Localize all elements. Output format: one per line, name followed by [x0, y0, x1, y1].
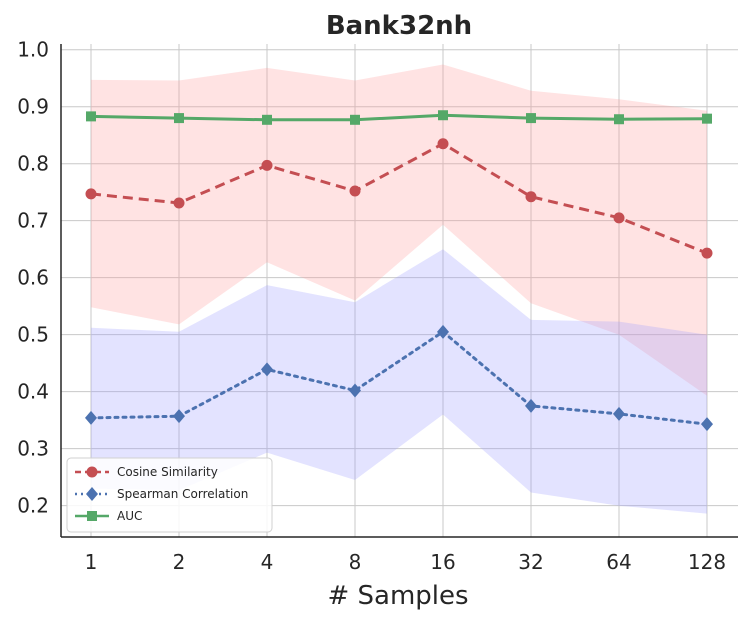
y-tick-label-6: 0.8 — [17, 152, 49, 176]
series-line-1 — [89, 330, 709, 426]
x-axis-title: # Samples — [327, 581, 468, 611]
series-markers — [85, 110, 713, 432]
series-0-point-0 — [85, 188, 97, 200]
plot-background — [61, 44, 738, 537]
series-2-point-6 — [614, 114, 624, 125]
series-line-2 — [90, 113, 708, 122]
series-1-point-3 — [349, 383, 361, 398]
grid-lines — [61, 44, 738, 537]
series-2-point-5 — [526, 113, 536, 124]
series-2-point-7 — [702, 113, 712, 124]
legend: Cosine Similarity Spearman Correlation AUC — [66, 457, 273, 533]
legend-marker-2 — [87, 511, 97, 521]
series-0-point-2 — [261, 159, 273, 171]
series-1-point-5 — [525, 398, 537, 413]
x-tick-label-6: 64 — [606, 550, 631, 574]
axes — [60, 44, 738, 538]
series-0-point-1 — [173, 197, 185, 209]
x-tick-label-0: 1 — [85, 550, 98, 574]
series-1-point-4 — [437, 324, 449, 339]
y-tick-label-7: 0.9 — [17, 95, 49, 119]
y-tick-label-8: 1.0 — [17, 38, 49, 62]
y-tick-label-5: 0.7 — [17, 209, 49, 233]
band-0 — [91, 64, 707, 396]
series-0-point-4 — [437, 138, 449, 150]
x-tick-label-2: 4 — [261, 550, 274, 574]
series-1-point-2 — [261, 362, 273, 377]
legend-label-1: Spearman Correlation — [117, 487, 248, 501]
x-tick-label-1: 2 — [173, 550, 186, 574]
band-1 — [91, 249, 707, 514]
series-1-point-1 — [173, 409, 185, 424]
series-0-point-6 — [613, 212, 625, 224]
chart-title: Bank32nh — [326, 11, 472, 41]
series-1-point-6 — [613, 406, 625, 421]
y-tick-label-4: 0.6 — [17, 266, 49, 290]
series-lines — [89, 113, 709, 426]
y-tick-label-1: 0.3 — [17, 437, 49, 461]
plot-area — [61, 44, 738, 537]
series-0-point-5 — [525, 191, 537, 203]
legend-marker-1 — [86, 487, 98, 501]
legend-label-0: Cosine Similarity — [117, 465, 218, 479]
series-2-point-0 — [86, 111, 96, 122]
x-tick-label-3: 8 — [349, 550, 362, 574]
confidence-bands — [91, 64, 707, 514]
x-tick-label-7: 128 — [688, 550, 726, 574]
series-1-point-0 — [85, 410, 97, 425]
series-0-point-3 — [349, 185, 361, 197]
y-tick-label-2: 0.4 — [17, 380, 49, 404]
x-tick-label-5: 32 — [518, 550, 543, 574]
legend-label-2: AUC — [117, 509, 142, 523]
legend-box — [66, 457, 273, 533]
series-line-0 — [90, 142, 708, 255]
x-tick-label-4: 16 — [430, 550, 455, 574]
series-1-point-7 — [701, 417, 713, 432]
series-2-point-1 — [174, 113, 184, 124]
series-0-point-7 — [701, 247, 713, 259]
series-2-point-4 — [438, 110, 448, 121]
series-2-point-3 — [350, 114, 360, 125]
legend-marker-0 — [86, 466, 98, 478]
series-2-point-2 — [262, 114, 272, 125]
y-tick-label-3: 0.5 — [17, 323, 49, 347]
y-tick-label-0: 0.2 — [17, 494, 49, 518]
tick-labels: 0.2 0.3 0.4 0.5 0.6 0.7 0.8 0.9 1.0 1 2 4 8 16 32 64 128 — [17, 38, 726, 574]
